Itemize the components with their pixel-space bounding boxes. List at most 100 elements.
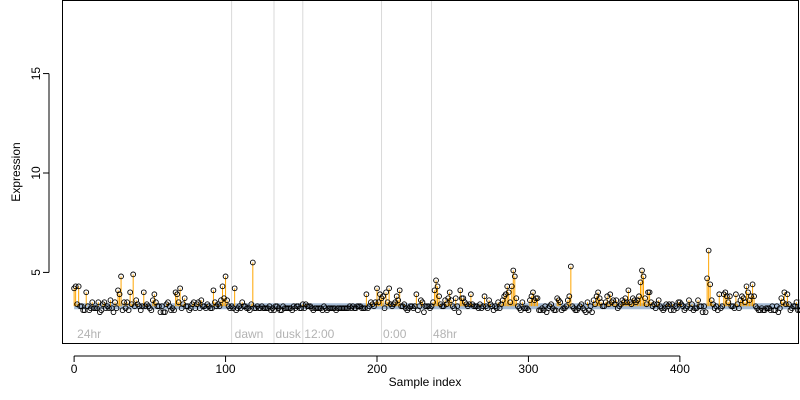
data-point [116, 291, 123, 298]
data-point [430, 299, 436, 306]
data-point [156, 303, 162, 310]
segment-label: 48hr [433, 327, 457, 341]
data-point [705, 247, 712, 254]
data-point [595, 289, 601, 296]
data-point [566, 293, 573, 300]
data-point [148, 307, 155, 314]
data-point [511, 273, 518, 280]
data-point [457, 287, 464, 294]
data-point [704, 275, 710, 282]
y-axis: 5 10 15 [29, 67, 50, 276]
x-tick-label: 200 [367, 362, 387, 376]
segment-label: 12:00 [304, 327, 334, 341]
data-point [468, 291, 474, 298]
data-point [480, 303, 486, 310]
data-point [625, 287, 632, 294]
data-point [699, 309, 706, 316]
data-point [552, 307, 559, 314]
data-point [733, 291, 739, 298]
data-point [413, 291, 420, 298]
data-point [139, 303, 146, 310]
data-point [419, 299, 426, 306]
data-points [71, 247, 800, 316]
data-point [110, 309, 117, 316]
data-point [783, 301, 789, 308]
data-point [607, 291, 614, 298]
data-point [745, 289, 751, 296]
segment-label: dusk [276, 327, 302, 341]
data-point [174, 291, 180, 298]
data-point [742, 299, 748, 306]
data-point [231, 285, 238, 292]
data-point [567, 263, 574, 270]
data-point [198, 297, 205, 304]
segment-label: dawn [235, 327, 264, 341]
data-point [433, 277, 439, 284]
data-point [589, 309, 595, 316]
data-point [701, 303, 707, 310]
data-point [723, 293, 730, 300]
data-point [530, 289, 536, 296]
data-point [727, 293, 733, 300]
data-point [592, 301, 598, 308]
data-point [667, 307, 674, 314]
data-point [249, 259, 256, 266]
data-point [613, 297, 620, 304]
data-point [101, 299, 108, 306]
data-point [431, 287, 438, 294]
data-point [162, 309, 168, 316]
data-point [557, 299, 564, 306]
data-point [507, 299, 514, 306]
data-point [636, 293, 642, 300]
data-point [637, 279, 644, 286]
data-point [246, 307, 253, 314]
data-point [140, 289, 147, 296]
data-point [640, 273, 647, 280]
data-point [113, 305, 120, 312]
data-point [125, 307, 132, 314]
data-point [383, 289, 389, 296]
data-point [106, 305, 112, 312]
data-point [584, 299, 591, 306]
data-point [702, 309, 709, 316]
data-point [118, 273, 124, 280]
data-point [666, 301, 673, 308]
data-point [786, 301, 792, 308]
data-point [380, 293, 386, 300]
data-point [124, 299, 130, 306]
data-point [386, 285, 392, 292]
data-point [395, 297, 402, 304]
data-point [707, 281, 714, 288]
data-point [175, 299, 182, 306]
plot-frame [62, 0, 799, 344]
data-point [83, 289, 90, 296]
data-point [151, 291, 158, 298]
data-point [673, 305, 680, 312]
data-point [75, 283, 82, 290]
data-point [505, 289, 512, 296]
data-point [396, 287, 403, 294]
data-point [375, 299, 382, 306]
data-point [362, 305, 368, 312]
data-point [181, 295, 188, 302]
data-point [748, 293, 754, 300]
data-point [363, 291, 370, 298]
data-point [216, 303, 223, 310]
data-point [72, 283, 79, 290]
data-point [222, 273, 229, 280]
y-tick-label: 5 [29, 269, 43, 276]
y-axis-label: Expression [9, 142, 23, 201]
x-tick-label: 0 [71, 362, 78, 376]
data-point [455, 309, 462, 316]
data-point [112, 299, 118, 306]
data-point [736, 305, 742, 312]
data-point [686, 297, 692, 304]
data-point [508, 283, 515, 290]
data-point [416, 303, 423, 310]
data-point [171, 307, 177, 314]
data-point [89, 299, 96, 306]
data-point [381, 305, 388, 312]
data-point [436, 293, 442, 300]
data-point [121, 299, 127, 306]
data-point [534, 295, 541, 302]
